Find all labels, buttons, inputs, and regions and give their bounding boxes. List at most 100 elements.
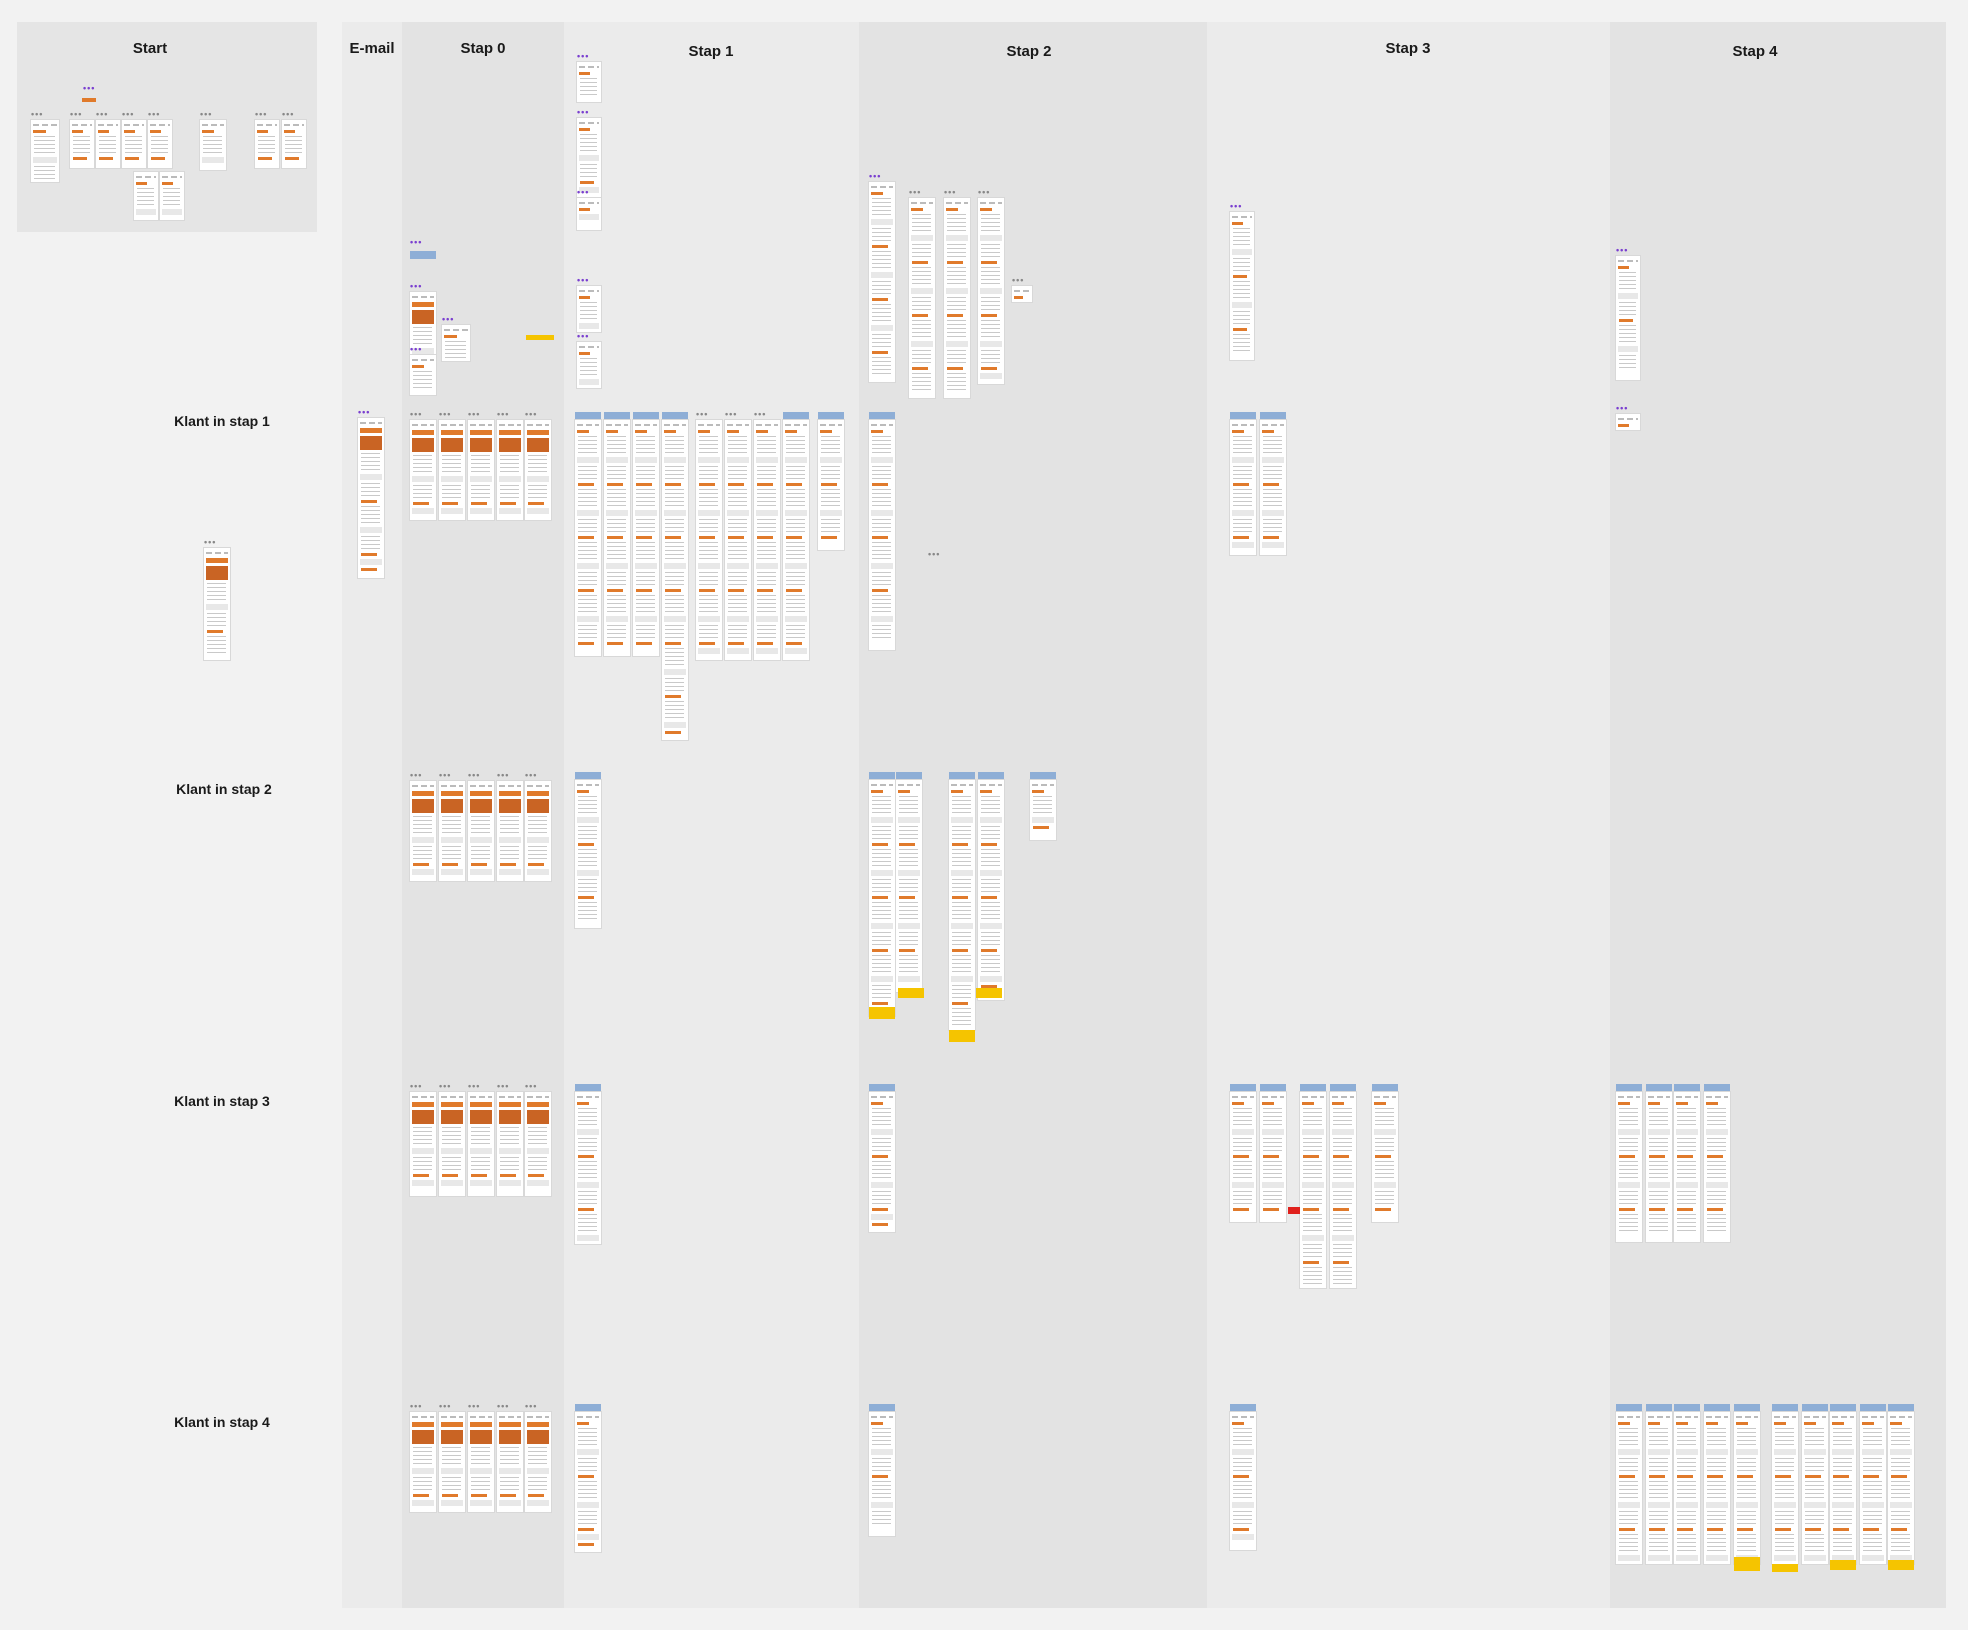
screen-frame-thumbnail[interactable] (1616, 256, 1640, 380)
screen-frame-thumbnail[interactable] (1372, 1092, 1398, 1222)
more-dots-icon[interactable]: ••• (525, 1081, 538, 1091)
screen-frame-thumbnail[interactable] (1734, 1412, 1760, 1564)
screen-frame-thumbnail[interactable] (1230, 212, 1254, 360)
more-dots-icon[interactable]: ••• (358, 407, 371, 417)
more-dots-icon[interactable]: ••• (410, 237, 423, 247)
more-dots-icon[interactable]: ••• (468, 770, 481, 780)
more-dots-icon[interactable]: ••• (577, 275, 590, 285)
screen-frame-thumbnail[interactable] (134, 172, 158, 220)
screen-frame-thumbnail[interactable] (577, 198, 601, 230)
screen-frame-thumbnail[interactable] (442, 325, 470, 361)
more-dots-icon[interactable]: ••• (410, 344, 423, 354)
screen-frame-thumbnail[interactable] (204, 548, 230, 660)
more-dots-icon[interactable]: ••• (410, 770, 423, 780)
screen-frame-thumbnail[interactable] (439, 1092, 465, 1196)
screen-frame-thumbnail[interactable] (869, 420, 895, 650)
screen-frame-thumbnail[interactable] (468, 781, 494, 881)
more-dots-icon[interactable]: ••• (525, 409, 538, 419)
screen-frame-thumbnail[interactable] (754, 420, 780, 660)
screen-frame-thumbnail[interactable] (1230, 1412, 1256, 1550)
more-dots-icon[interactable]: ••• (255, 109, 268, 119)
more-dots-icon[interactable]: ••• (577, 107, 590, 117)
screen-frame-thumbnail[interactable] (944, 198, 970, 398)
screen-frame-thumbnail[interactable] (1830, 1412, 1856, 1564)
more-dots-icon[interactable]: ••• (944, 187, 957, 197)
more-dots-icon[interactable]: ••• (928, 549, 941, 559)
more-dots-icon[interactable]: ••• (754, 409, 767, 419)
more-dots-icon[interactable]: ••• (577, 331, 590, 341)
screen-frame-thumbnail[interactable] (783, 420, 809, 660)
screen-frame-thumbnail[interactable] (497, 781, 523, 881)
more-dots-icon[interactable]: ••• (725, 409, 738, 419)
screen-frame-thumbnail[interactable] (662, 420, 688, 740)
screen-frame-thumbnail[interactable] (1230, 1092, 1256, 1222)
more-dots-icon[interactable]: ••• (148, 109, 161, 119)
screen-frame-thumbnail[interactable] (1616, 1092, 1642, 1242)
more-dots-icon[interactable]: ••• (410, 1401, 423, 1411)
screen-frame-thumbnail[interactable] (410, 292, 436, 362)
more-dots-icon[interactable]: ••• (439, 1081, 452, 1091)
screen-frame-thumbnail[interactable] (1860, 1412, 1886, 1564)
screen-frame-thumbnail[interactable] (869, 1092, 895, 1232)
screen-frame-thumbnail[interactable] (869, 780, 895, 1016)
more-dots-icon[interactable]: ••• (96, 109, 109, 119)
more-dots-icon[interactable]: ••• (410, 1081, 423, 1091)
screen-frame-thumbnail[interactable] (869, 182, 895, 382)
more-dots-icon[interactable]: ••• (70, 109, 83, 119)
screen-frame-thumbnail[interactable] (1030, 780, 1056, 840)
more-dots-icon[interactable]: ••• (200, 109, 213, 119)
screen-frame-thumbnail[interactable] (1704, 1092, 1730, 1242)
screen-frame-thumbnail[interactable] (497, 1412, 523, 1512)
more-dots-icon[interactable]: ••• (468, 1401, 481, 1411)
screen-frame-thumbnail[interactable] (525, 420, 551, 520)
screen-frame-thumbnail[interactable] (696, 420, 722, 660)
screen-frame-thumbnail[interactable] (575, 1412, 601, 1552)
screen-frame-thumbnail[interactable] (1012, 286, 1032, 302)
screen-frame-thumbnail[interactable] (1300, 1092, 1326, 1288)
screen-frame-thumbnail[interactable] (725, 420, 751, 660)
screen-frame-thumbnail[interactable] (1646, 1092, 1672, 1242)
screen-frame-thumbnail[interactable] (282, 120, 306, 168)
more-dots-icon[interactable]: ••• (31, 109, 44, 119)
screen-frame-thumbnail[interactable] (1616, 414, 1640, 430)
screen-frame-thumbnail[interactable] (439, 420, 465, 520)
more-dots-icon[interactable]: ••• (696, 409, 709, 419)
more-dots-icon[interactable]: ••• (439, 409, 452, 419)
more-dots-icon[interactable]: ••• (1616, 403, 1629, 413)
screen-frame-thumbnail[interactable] (1888, 1412, 1914, 1564)
more-dots-icon[interactable]: ••• (442, 314, 455, 324)
more-dots-icon[interactable]: ••• (525, 1401, 538, 1411)
screen-frame-thumbnail[interactable] (1260, 1092, 1286, 1222)
screen-frame-thumbnail[interactable] (575, 780, 601, 928)
screen-frame-thumbnail[interactable] (633, 420, 659, 656)
screen-frame-thumbnail[interactable] (949, 780, 975, 1030)
more-dots-icon[interactable]: ••• (468, 1081, 481, 1091)
more-dots-icon[interactable]: ••• (204, 537, 217, 547)
more-dots-icon[interactable]: ••• (1012, 275, 1025, 285)
screen-frame-thumbnail[interactable] (255, 120, 279, 168)
more-dots-icon[interactable]: ••• (439, 1401, 452, 1411)
screen-frame-thumbnail[interactable] (577, 286, 601, 332)
screen-frame-thumbnail[interactable] (439, 781, 465, 881)
more-dots-icon[interactable]: ••• (497, 1401, 510, 1411)
screen-frame-thumbnail[interactable] (1674, 1092, 1700, 1242)
more-dots-icon[interactable]: ••• (497, 409, 510, 419)
screen-frame-thumbnail[interactable] (410, 420, 436, 520)
screen-frame-thumbnail[interactable] (1230, 420, 1256, 555)
screen-frame-thumbnail[interactable] (497, 420, 523, 520)
screen-frame-thumbnail[interactable] (978, 780, 1004, 1000)
more-dots-icon[interactable]: ••• (468, 409, 481, 419)
more-dots-icon[interactable]: ••• (577, 51, 590, 61)
screen-frame-thumbnail[interactable] (200, 120, 226, 170)
more-dots-icon[interactable]: ••• (525, 770, 538, 780)
screen-frame-thumbnail[interactable] (410, 1092, 436, 1196)
screen-frame-thumbnail[interactable] (575, 1092, 601, 1244)
screen-frame-thumbnail[interactable] (1802, 1412, 1828, 1564)
screen-frame-thumbnail[interactable] (1674, 1412, 1700, 1564)
screen-frame-thumbnail[interactable] (31, 120, 59, 182)
more-dots-icon[interactable]: ••• (83, 83, 96, 93)
screen-frame-thumbnail[interactable] (978, 198, 1004, 384)
screen-frame-thumbnail[interactable] (909, 198, 935, 398)
more-dots-icon[interactable]: ••• (869, 171, 882, 181)
more-dots-icon[interactable]: ••• (577, 187, 590, 197)
